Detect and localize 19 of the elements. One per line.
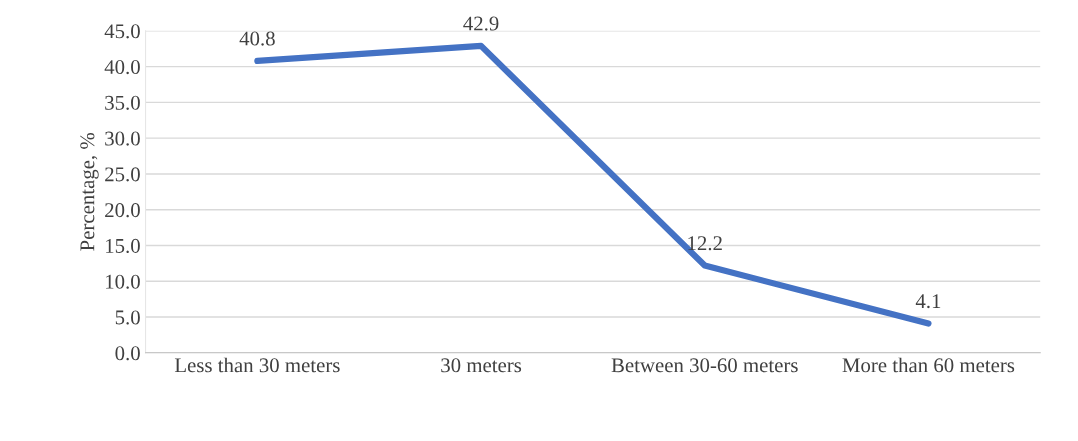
y-tick-label: 45.0 (104, 24, 140, 39)
y-tick-label: 40.0 (104, 60, 140, 75)
x-tick-label: Between 30-60 meters (611, 358, 798, 373)
data-label: 4.1 (915, 294, 941, 309)
x-tick-label: 30 meters (441, 358, 522, 373)
y-tick-label: 35.0 (105, 95, 140, 110)
y-tick-label: 25.0 (105, 167, 140, 182)
data-label: 42.9 (463, 16, 499, 31)
y-tick-label: 30.0 (105, 131, 140, 146)
data-label: 12.2 (688, 236, 722, 251)
x-tick-label: Less than 30 meters (174, 357, 340, 373)
y-tick-label: 5.0 (115, 310, 140, 325)
x-tick-label: More than 60 meters (842, 357, 1015, 373)
y-tick-label: 0.0 (115, 346, 140, 361)
y-tick-label: 10.0 (106, 274, 140, 289)
y-axis-title: Percentage, % (80, 132, 99, 251)
y-tick-label: 15.0 (106, 238, 140, 254)
y-tick-label: 20.0 (105, 203, 140, 218)
data-label: 40.8 (239, 31, 275, 46)
